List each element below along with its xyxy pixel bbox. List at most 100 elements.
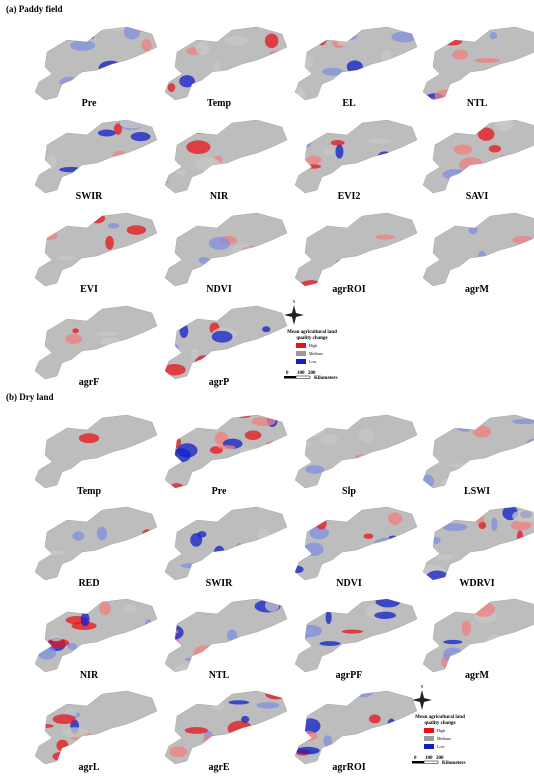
scale-bar xyxy=(295,375,311,379)
patch xyxy=(461,620,472,636)
patch xyxy=(54,599,71,603)
patch xyxy=(165,179,169,185)
patch xyxy=(165,628,179,636)
map-label: agrROI xyxy=(332,762,365,773)
patch xyxy=(109,171,128,177)
map-label: NDVI xyxy=(336,578,362,589)
patch xyxy=(36,424,60,433)
map-label: NIR xyxy=(80,670,99,681)
patch xyxy=(220,466,237,483)
patch xyxy=(332,654,357,663)
patch xyxy=(368,714,381,724)
patch xyxy=(95,331,119,337)
patch xyxy=(192,128,212,134)
patch xyxy=(375,599,401,608)
map xyxy=(164,690,288,765)
patch xyxy=(342,33,358,40)
patch xyxy=(216,646,238,662)
patch xyxy=(278,721,287,727)
patch xyxy=(334,220,341,227)
map-label: agrM xyxy=(465,284,489,295)
patch xyxy=(423,168,427,180)
patch xyxy=(277,120,285,124)
map-label: EL xyxy=(342,98,356,109)
patch xyxy=(423,34,443,42)
map-label: SWIR xyxy=(76,191,103,202)
patch xyxy=(141,354,157,366)
patch xyxy=(169,746,188,758)
patch xyxy=(479,170,501,181)
map-outline xyxy=(422,414,534,489)
patch xyxy=(80,612,90,627)
patch xyxy=(423,27,436,31)
patch xyxy=(173,663,198,672)
patch xyxy=(165,445,177,461)
patch xyxy=(186,140,211,154)
patch xyxy=(306,164,321,169)
map-label: EVI2 xyxy=(338,191,361,202)
patch xyxy=(381,469,390,482)
map-label: SWIR xyxy=(206,578,233,589)
patch xyxy=(208,236,231,250)
patch xyxy=(265,599,280,612)
patch xyxy=(493,120,514,127)
map-label: agrPF xyxy=(336,670,363,681)
patch xyxy=(443,639,463,645)
patch xyxy=(351,691,375,698)
patch xyxy=(35,619,44,634)
map-outline xyxy=(34,690,158,765)
patch xyxy=(124,262,147,267)
patch xyxy=(35,282,40,286)
patch xyxy=(361,455,368,467)
patch xyxy=(207,174,229,185)
patch xyxy=(179,75,195,88)
patch xyxy=(296,55,314,69)
patch xyxy=(359,213,385,214)
patch xyxy=(380,49,392,62)
patch xyxy=(375,234,396,240)
patch xyxy=(379,753,405,763)
patch xyxy=(165,434,168,449)
patch xyxy=(124,603,137,614)
map-outline xyxy=(34,506,158,581)
scale-label: 100 xyxy=(425,756,433,761)
patch xyxy=(325,610,332,625)
north-label: N xyxy=(293,299,296,304)
patch xyxy=(165,364,186,376)
patch xyxy=(67,642,78,650)
patch xyxy=(295,134,312,149)
patch xyxy=(241,715,250,723)
patch xyxy=(52,714,76,725)
patch xyxy=(477,641,492,655)
patch xyxy=(488,145,502,153)
patch xyxy=(64,86,77,92)
patch xyxy=(42,691,52,705)
patch xyxy=(295,743,300,750)
patch xyxy=(142,111,151,120)
map-outline xyxy=(294,212,418,287)
patch xyxy=(298,236,306,244)
patch xyxy=(146,237,157,250)
legend-swatch xyxy=(424,744,434,749)
patch xyxy=(139,463,146,474)
legend-label: Medium xyxy=(309,351,323,356)
patch xyxy=(46,638,70,648)
patch xyxy=(102,356,126,365)
patch xyxy=(251,417,276,426)
patch xyxy=(113,123,123,135)
patch xyxy=(512,509,534,523)
patch xyxy=(78,433,100,444)
legend-label: High xyxy=(309,343,317,348)
patch xyxy=(357,88,382,95)
patch xyxy=(474,57,501,63)
patch xyxy=(180,563,206,569)
patch xyxy=(351,643,373,650)
patch xyxy=(264,272,279,281)
patch xyxy=(72,531,85,541)
legend-title: quality change xyxy=(424,721,456,726)
patch xyxy=(529,27,534,30)
patch xyxy=(423,132,440,148)
patch xyxy=(295,507,311,511)
patch xyxy=(448,463,473,468)
